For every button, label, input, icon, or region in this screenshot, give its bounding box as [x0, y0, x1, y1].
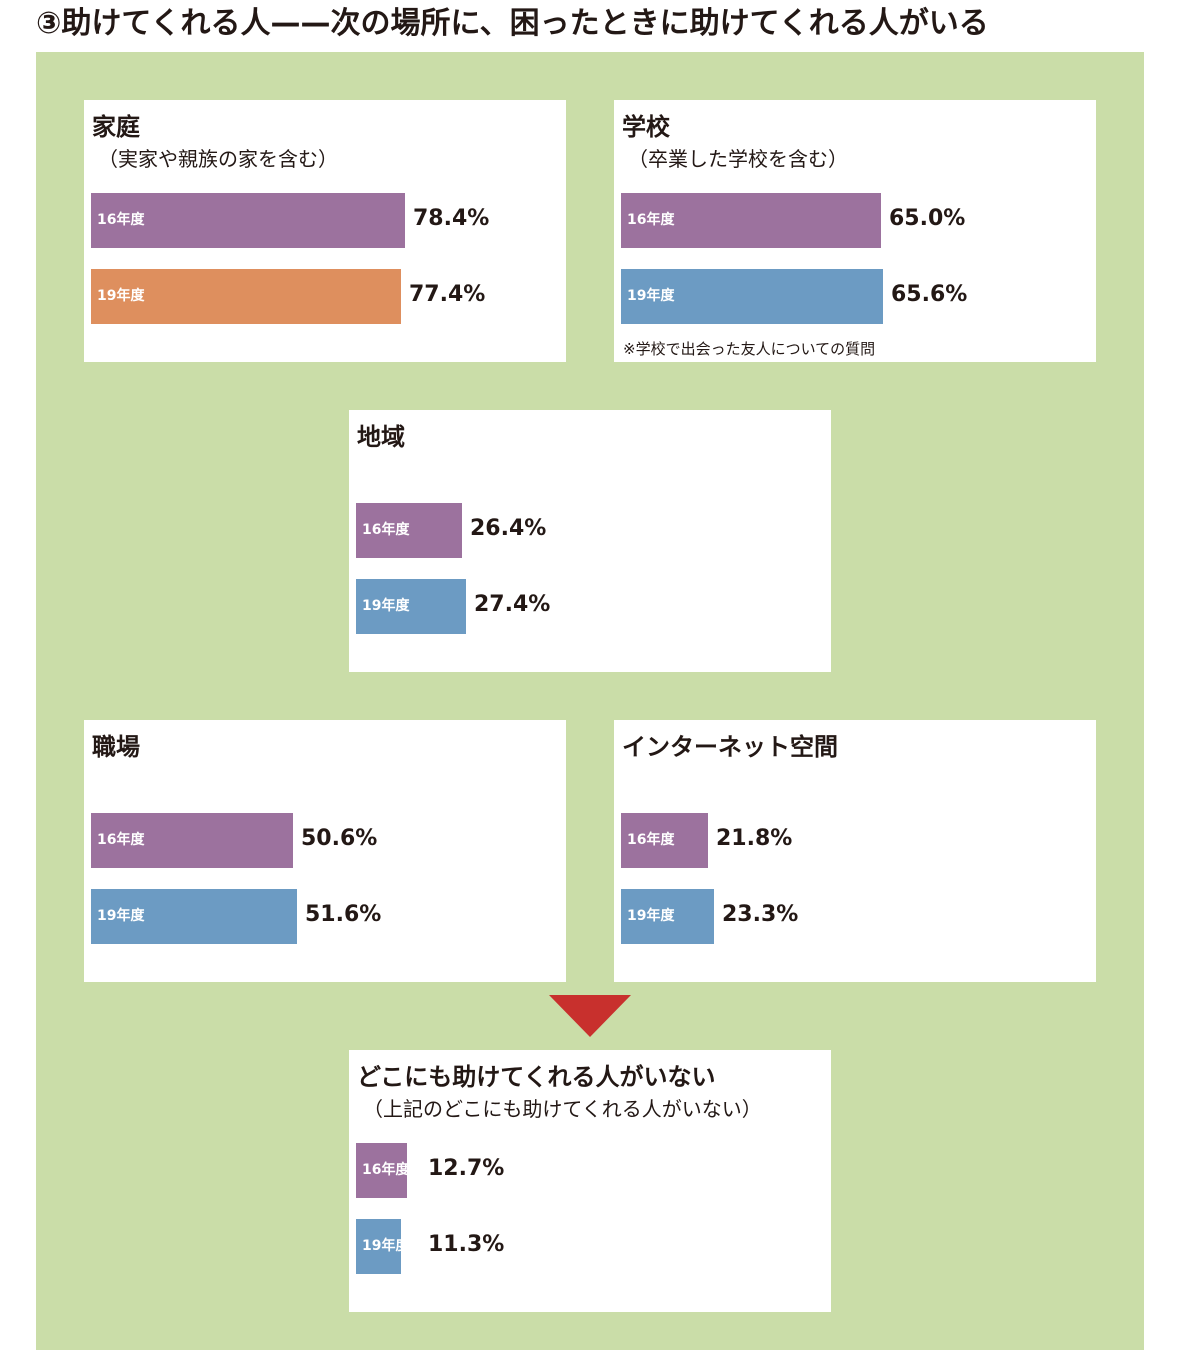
bar-value-label: 23.3%	[722, 902, 799, 927]
bar: 19年度	[621, 889, 714, 944]
panel-title: 職場	[92, 733, 140, 761]
bar-value-label: 78.4%	[413, 206, 490, 231]
bar-value-label: 12.7%	[428, 1156, 505, 1181]
bar-label: 19年度	[97, 908, 145, 924]
bar-value-label: 50.6%	[301, 826, 378, 851]
panel-subtitle: （上記のどこにも助けてくれる人がいない）	[363, 1097, 762, 1121]
panel-community: 地域 16年度 26.4% 19年度 27.4%	[349, 410, 831, 672]
panel-note: ※学校で出会った友人についての質問	[623, 340, 876, 358]
panel-title: インターネット空間	[622, 733, 838, 761]
panel-title: 地域	[357, 423, 405, 451]
panel-school: 学校 （卒業した学校を含む） ※学校で出会った友人についての質問 16年度 65.…	[614, 100, 1096, 362]
bar-value-label: 26.4%	[470, 516, 547, 541]
panel-title: 学校	[622, 113, 670, 141]
bar-value-label: 27.4%	[474, 592, 551, 617]
panel-title: 家庭	[92, 113, 140, 141]
bar: 19年度	[356, 1219, 409, 1274]
bar-label: 16年度	[627, 832, 675, 848]
bar-value-label: 11.3%	[428, 1232, 505, 1257]
bar: 16年度	[621, 813, 708, 868]
panel-nobody: どこにも助けてくれる人がいない （上記のどこにも助けてくれる人がいない） 16年…	[349, 1050, 831, 1312]
bar: 16年度	[356, 503, 462, 558]
bar-value-label: 21.8%	[716, 826, 793, 851]
bar: 19年度	[91, 889, 297, 944]
panel-subtitle: （卒業した学校を含む）	[628, 147, 848, 171]
bar-value-label: 51.6%	[305, 902, 382, 927]
bar: 19年度	[356, 579, 466, 634]
panel-title: どこにも助けてくれる人がいない	[357, 1063, 716, 1091]
bar: 19年度	[621, 269, 883, 324]
bar-value-label: 65.6%	[891, 282, 968, 307]
arrow-down-icon	[549, 995, 631, 1037]
bar-label: 16年度	[362, 522, 410, 538]
panel-home: 家庭 （実家や親族の家を含む） 16年度 78.4% 19年度 77.4%	[84, 100, 566, 362]
bar-value-label: 65.0%	[889, 206, 966, 231]
bar-label: 19年度	[362, 1238, 410, 1254]
bar: 19年度	[91, 269, 401, 324]
bar-label: 16年度	[97, 212, 145, 228]
bar: 16年度	[91, 813, 293, 868]
page-title: ③助けてくれる人——次の場所に、困ったときに助けてくれる人がいる	[36, 6, 989, 41]
bar-label: 16年度	[627, 212, 675, 228]
bar: 16年度	[91, 193, 405, 248]
bar-label: 19年度	[97, 288, 145, 304]
panel-internet: インターネット空間 16年度 21.8% 19年度 23.3%	[614, 720, 1096, 982]
bar-label: 16年度	[97, 832, 145, 848]
bar-label: 19年度	[362, 598, 410, 614]
bar: 16年度	[356, 1143, 410, 1198]
bar: 16年度	[621, 193, 881, 248]
bar-label: 16年度	[362, 1162, 410, 1178]
bar-label: 19年度	[627, 288, 675, 304]
panel-subtitle: （実家や親族の家を含む）	[98, 147, 338, 171]
bar-value-label: 77.4%	[409, 282, 486, 307]
bar-label: 19年度	[627, 908, 675, 924]
panel-workplace: 職場 16年度 50.6% 19年度 51.6%	[84, 720, 566, 982]
